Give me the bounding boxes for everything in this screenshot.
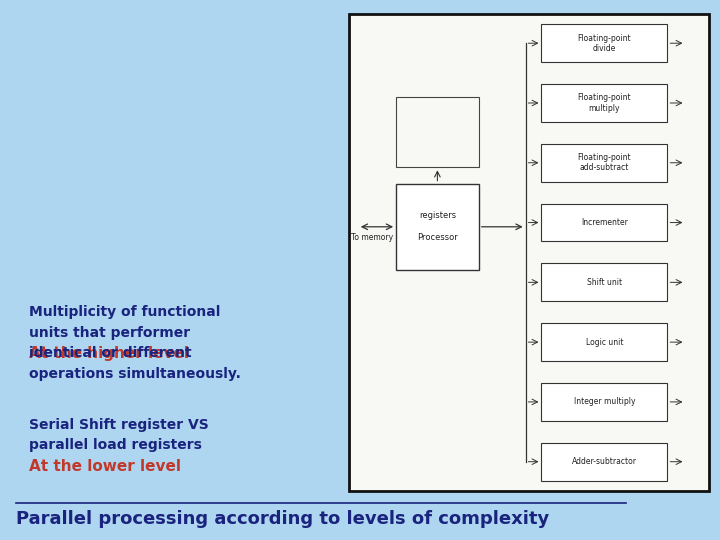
Text: Shift unit: Shift unit [587,278,622,287]
Text: At the lower level: At the lower level [29,459,181,474]
Text: Integer multiply: Integer multiply [574,397,635,407]
Text: Adder-subtractor: Adder-subtractor [572,457,637,466]
Text: Floating-point
divide: Floating-point divide [577,33,631,53]
Text: Parallel processing according to levels of complexity: Parallel processing according to levels … [16,510,549,528]
FancyBboxPatch shape [396,97,479,167]
FancyBboxPatch shape [541,323,667,361]
Text: Processor: Processor [417,233,458,242]
Text: Multiplicity of functional
units that performer
identical or different
operation: Multiplicity of functional units that pe… [29,305,240,381]
Text: Floating-point
add-subtract: Floating-point add-subtract [577,153,631,172]
FancyBboxPatch shape [541,264,667,301]
FancyBboxPatch shape [349,14,709,491]
Text: To memory: To memory [351,233,393,242]
Text: Floating-point
multiply: Floating-point multiply [577,93,631,113]
FancyBboxPatch shape [541,443,667,481]
FancyBboxPatch shape [396,184,479,270]
Text: Logic unit: Logic unit [585,338,624,347]
Text: Serial Shift register VS
parallel load registers: Serial Shift register VS parallel load r… [29,418,209,452]
FancyBboxPatch shape [541,84,667,122]
Text: registers: registers [419,212,456,220]
Text: Incrementer: Incrementer [581,218,628,227]
FancyBboxPatch shape [541,204,667,241]
Text: At the higher level: At the higher level [29,346,189,361]
FancyBboxPatch shape [541,24,667,62]
FancyBboxPatch shape [541,383,667,421]
FancyBboxPatch shape [541,144,667,181]
